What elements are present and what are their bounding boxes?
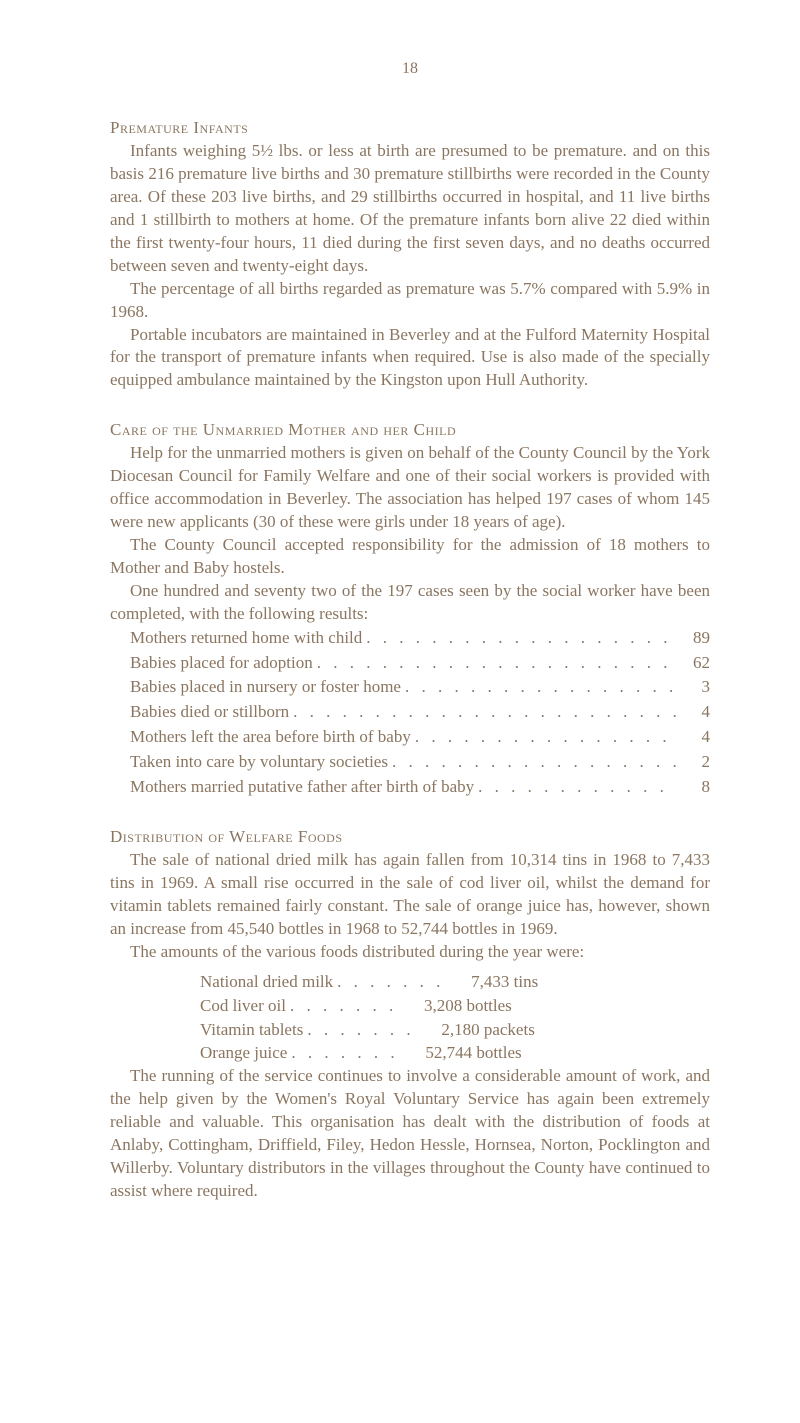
result-value: 4 (680, 700, 710, 724)
list-item: National dried milk . . . . . . . . . 7,… (200, 970, 710, 994)
result-value: 62 (680, 651, 710, 675)
dot-leader: . . . . . . . . . . . . (290, 994, 400, 1018)
result-label: Mothers returned home with child (130, 626, 362, 650)
paragraph-text: The amounts of the various foods distrib… (110, 941, 710, 964)
dot-leader: . . . . . . . . . . . . . . . . . . . . … (293, 700, 676, 725)
result-label: Taken into care by voluntary societies (130, 750, 388, 774)
paragraph-text: The County Council accepted responsibili… (110, 534, 710, 580)
list-item: Mothers married putative father after bi… (130, 775, 710, 800)
dot-leader: . . . . . . . . . . . . (291, 1041, 401, 1065)
list-item: Babies placed for adoption . . . . . . .… (130, 651, 710, 676)
list-item: Cod liver oil . . . . . . . . . . . . 3,… (200, 994, 710, 1018)
result-label: Mothers left the area before birth of ba… (130, 725, 411, 749)
result-label: Mothers married putative father after bi… (130, 775, 474, 799)
paragraph-text: The sale of national dried milk has agai… (110, 849, 710, 941)
paragraph-text: Infants weighing 5½ lbs. or less at birt… (110, 140, 710, 278)
section-premature-infants: Premature Infants Infants weighing 5½ lb… (110, 118, 710, 392)
dot-leader: . . . . . . . . . . . . . . . . . . . . … (478, 775, 676, 800)
food-label: Vitamin tablets (200, 1018, 303, 1042)
paragraph-text: Help for the unmarried mothers is given … (110, 442, 710, 534)
list-item: Taken into care by voluntary societies .… (130, 750, 710, 775)
section-unmarried-mother: Care of the Unmarried Mother and her Chi… (110, 420, 710, 799)
food-label: Orange juice (200, 1041, 287, 1065)
heading-unmarried-mother: Care of the Unmarried Mother and her Chi… (110, 420, 710, 440)
paragraph-text: The running of the service continues to … (110, 1065, 710, 1203)
dot-leader: . . . . . . . . . . . . . . . . . . . . … (392, 750, 676, 775)
food-value: 3,208 bottles (424, 994, 512, 1018)
list-item: Orange juice . . . . . . . . . . . . 52,… (200, 1041, 710, 1065)
paragraph-text: The percentage of all births regarded as… (110, 278, 710, 324)
results-list: Mothers returned home with child . . . .… (130, 626, 710, 800)
dot-leader: . . . . . . . . . . . . . . . . . . . . … (366, 626, 676, 651)
paragraph-text: One hundred and seventy two of the 197 c… (110, 580, 710, 626)
food-label: National dried milk (200, 970, 333, 994)
list-item: Babies placed in nursery or foster home … (130, 675, 710, 700)
result-label: Babies died or stillborn (130, 700, 289, 724)
result-value: 89 (680, 626, 710, 650)
dot-leader: . . . . . . . . . . . (307, 1018, 417, 1042)
result-label: Babies placed for adoption (130, 651, 313, 675)
dot-leader: . . . . . . . . . . . . . . . . . . . . … (317, 651, 676, 676)
dot-leader: . . . . . . . . . . . . . . . . . . . . … (405, 675, 676, 700)
paragraph-text: Portable incubators are maintained in Be… (110, 324, 710, 393)
foods-list: National dried milk . . . . . . . . . 7,… (200, 970, 710, 1065)
food-label: Cod liver oil (200, 994, 286, 1018)
list-item: Mothers left the area before birth of ba… (130, 725, 710, 750)
result-value: 4 (680, 725, 710, 749)
list-item: Mothers returned home with child . . . .… (130, 626, 710, 651)
food-value: 7,433 tins (471, 970, 538, 994)
result-value: 2 (680, 750, 710, 774)
heading-premature-infants: Premature Infants (110, 118, 710, 138)
result-value: 8 (680, 775, 710, 799)
list-item: Babies died or stillborn . . . . . . . .… (130, 700, 710, 725)
result-value: 3 (680, 675, 710, 699)
dot-leader: . . . . . . . . . . . . . . . . . . . . … (415, 725, 676, 750)
result-label: Babies placed in nursery or foster home (130, 675, 401, 699)
food-value: 52,744 bottles (425, 1041, 521, 1065)
page-number: 18 (110, 60, 710, 78)
list-item: Vitamin tablets . . . . . . . . . . . 2,… (200, 1018, 710, 1042)
heading-welfare-foods: Distribution of Welfare Foods (110, 827, 710, 847)
food-value: 2,180 packets (441, 1018, 534, 1042)
section-welfare-foods: Distribution of Welfare Foods The sale o… (110, 827, 710, 1203)
dot-leader: . . . . . . . . . (337, 970, 447, 994)
page-container: 18 Premature Infants Infants weighing 5½… (0, 0, 800, 1291)
